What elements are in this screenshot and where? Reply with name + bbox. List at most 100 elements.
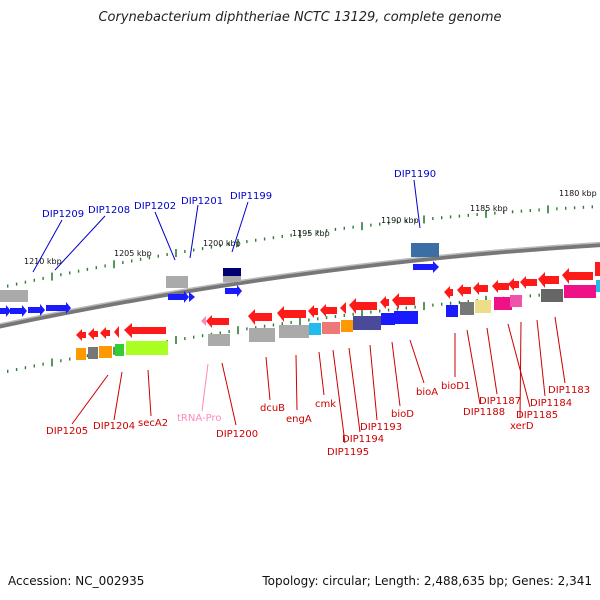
gene-arrow [225,285,242,297]
leader-line [466,329,481,405]
scale-label-1205kbp: 1205 kbp [114,249,152,258]
leader-line [71,374,109,425]
gene-arrow [349,298,377,314]
gene-arrow [88,328,98,340]
gene-arrow [28,304,45,316]
leader-line [201,363,209,412]
gene-arrow [492,280,509,293]
gene-block-blue [381,313,395,325]
genome-backbone-highlight [0,241,600,325]
gene-block-gray [541,289,563,302]
gene-block-pink [510,295,522,307]
gene-arrow [248,309,272,325]
gene-block-gray [223,276,241,282]
leader-line [221,362,237,426]
gene-label-biod: bioD [391,409,414,420]
gene-block-green [115,344,124,356]
gene-arrow [538,272,559,288]
gene-block-orange [76,348,86,360]
leader-line [554,316,566,384]
leader-line [391,341,401,407]
gene-arrow [46,302,71,314]
reverse-genes [76,262,600,360]
gene-block-khaki [475,300,491,313]
leader-line [231,201,249,253]
leader-line [147,369,152,417]
leader-line [507,323,531,408]
forward-genes [0,243,439,317]
gene-label-seca2: secA2 [138,418,168,429]
gene-arrow [413,261,439,273]
gene-arrow [10,305,27,317]
gene-block-slate [353,316,381,330]
leader-line [265,356,271,401]
gene-arrow [206,315,229,328]
map-title: Corynebacterium diphtheriae NCTC 13129, … [98,10,502,25]
gene-label-dip1184: DIP1184 [530,398,572,409]
gene-label-dip1195: DIP1195 [327,447,369,458]
gene-block-gray [249,328,275,342]
gene-block-blue [446,305,458,317]
gene-label-dip1193: DIP1193 [360,422,402,433]
leader-line [519,321,522,419]
gene-arrow-trna [201,316,206,326]
gene-block-magenta [564,285,596,298]
scale-label-1185kbp: 1185 kbp [470,204,508,213]
scale-label-1200kbp: 1200 kbp [203,239,241,248]
gene-arrow [308,305,318,318]
gene-arrow [444,286,453,299]
leader-line [318,351,325,396]
gene-block-cyan [596,280,600,292]
scale-label-1195kbp: 1195 kbp [292,229,330,238]
gene-block-cyan [309,323,321,335]
gene-label-dip1188: DIP1188 [463,407,505,418]
gene-arrow [189,292,195,302]
leader-line [332,349,346,444]
gene-arrow [114,326,119,338]
gene-label-dip1199: DIP1199 [230,191,272,202]
gene-label-dcub: dcuB [260,403,285,414]
leader-line [486,327,498,395]
gene-label-enga: engA [286,414,312,425]
gene-block-magenta [494,297,512,310]
gene-label-dip1187: DIP1187 [479,396,521,407]
gene-arrow [168,291,189,303]
gene-label-biod1: bioD1 [441,381,470,392]
gene-label-dip1190: DIP1190 [394,169,436,180]
scale-label-1190kbp: 1190 kbp [381,216,419,225]
gene-arrow [76,329,86,341]
gene-label-bioa: bioA [416,387,438,398]
gene-label-dip1202: DIP1202 [134,201,176,212]
gene-block-blue [394,311,418,324]
gene-label-trna-pro: tRNA-Pro [177,413,221,424]
gene-block-lime [126,341,168,355]
gene-arrow [340,302,346,314]
leader-line [409,339,425,384]
gene-block-gray [166,276,188,288]
leader-line [295,354,298,411]
gene-block-pink [322,322,340,334]
reverse-labels: DIP1205 DIP1204 secA2 tRNA-Pro DIP1200 d… [46,316,590,458]
gene-arrow [0,305,11,317]
gene-arrow [320,304,337,317]
gene-label-dip1201: DIP1201 [181,196,223,207]
gene-block-red [595,262,600,276]
forward-labels: DIP1209 DIP1208 DIP1202 DIP1201 DIP1199 … [32,169,436,273]
gene-label-dip1183: DIP1183 [548,385,590,396]
leader-line [113,371,123,421]
leader-line [369,344,378,421]
gene-arrow [100,327,110,339]
gene-arrow [473,282,488,295]
gene-block-orange [99,346,112,358]
gene-label-cmk: cmk [315,399,336,410]
gene-block-gray [460,302,474,315]
accession-label: Accession: NC_002935 [8,574,145,588]
leader-line [348,347,361,433]
scale-label-1210kbp: 1210 kbp [24,257,62,266]
gene-block-steelblue [411,243,439,257]
gene-block-gray [279,325,309,338]
gene-label-dip1204: DIP1204 [93,421,135,432]
gene-block-gray [0,290,28,302]
genome-summary: Topology: circular; Length: 2,488,635 bp… [262,574,592,588]
